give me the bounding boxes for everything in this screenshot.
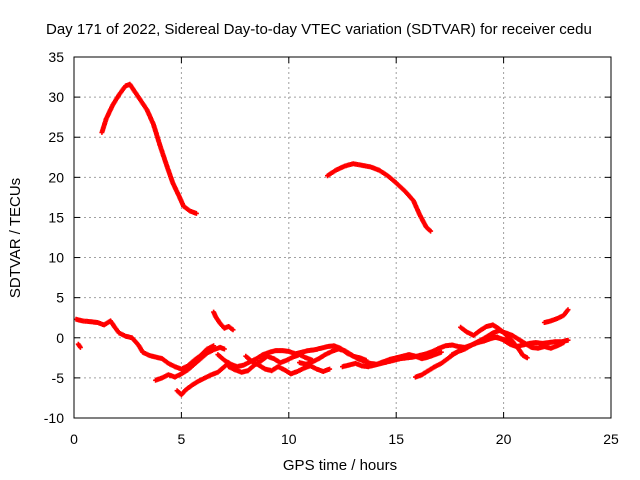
series-low-14	[541, 307, 571, 325]
y-tick-label: 35	[48, 49, 64, 65]
x-tick-label: 15	[388, 431, 404, 447]
y-tick-label: 0	[56, 330, 64, 346]
y-tick-label: 5	[56, 290, 64, 306]
series-arc-high-1	[99, 81, 199, 216]
data-point	[524, 355, 530, 361]
plot-frame	[73, 56, 612, 419]
series-low-3	[153, 344, 227, 383]
x-tick-label: 0	[70, 431, 78, 447]
axis-ticks: 0 5 10 15 20 25 -10 -5 0 5 10 15 20 25 30 35	[44, 49, 619, 447]
data-point	[438, 349, 444, 355]
data-point	[193, 210, 199, 216]
series-arc-high-2	[325, 161, 434, 234]
series-low-8	[226, 352, 315, 375]
y-tick-label: -10	[44, 410, 64, 426]
series-low-4	[174, 360, 232, 398]
y-tick-label: 30	[48, 89, 64, 105]
y-axis-label: SDTVAR / TECUs	[7, 178, 24, 298]
series-low-13	[449, 333, 513, 358]
series-low-2	[75, 341, 83, 350]
x-tick-label: 20	[496, 431, 512, 447]
data-points	[73, 81, 571, 398]
x-tick-label: 10	[281, 431, 297, 447]
chart-title: Day 171 of 2022, Sidereal Day-to-day VTE…	[46, 21, 592, 38]
data-point	[77, 344, 83, 350]
series-low-5	[211, 309, 236, 333]
data-point	[507, 338, 513, 344]
y-tick-label: 15	[48, 209, 64, 225]
y-tick-label: 20	[48, 169, 64, 185]
series-low-9	[297, 346, 444, 367]
y-tick-label: -5	[52, 370, 65, 386]
x-axis-label: GPS time / hours	[283, 457, 397, 474]
x-tick-label: 25	[603, 431, 619, 447]
data-point	[565, 307, 571, 313]
data-point	[561, 340, 567, 346]
y-tick-label: 10	[48, 250, 64, 266]
data-point	[327, 366, 333, 372]
x-tick-label: 5	[178, 431, 186, 447]
data-point	[565, 337, 571, 343]
data-point	[230, 327, 236, 333]
data-point	[428, 228, 434, 234]
y-tick-label: 25	[48, 129, 64, 145]
data-point	[221, 346, 227, 352]
